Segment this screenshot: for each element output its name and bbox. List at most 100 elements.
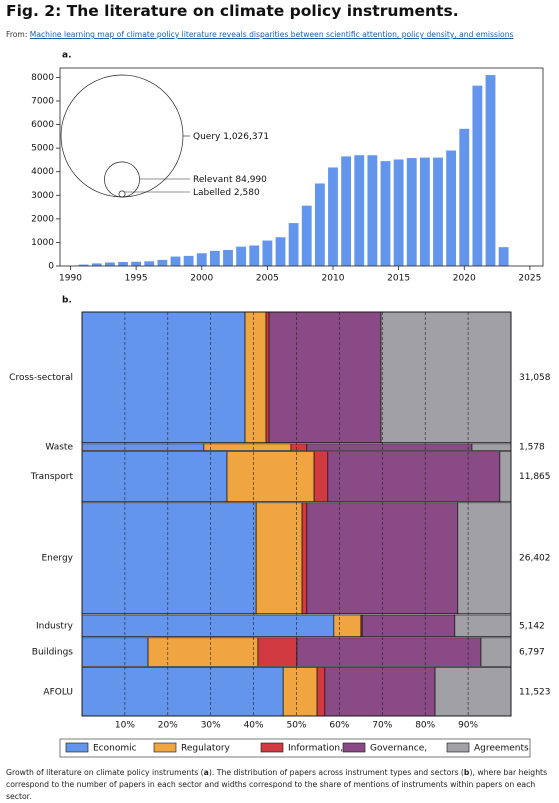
sector-label: Cross-sectoral bbox=[9, 373, 73, 383]
inset-label: Labelled 2,580 bbox=[193, 188, 260, 198]
legend-label: Economic bbox=[93, 744, 137, 754]
mekko-segment bbox=[306, 443, 473, 451]
mekko-segment bbox=[81, 667, 284, 717]
inset-name: Relevant bbox=[193, 175, 233, 185]
x-tick-label: 2005 bbox=[256, 274, 279, 284]
bar bbox=[131, 261, 142, 266]
x-tick-label: 2010 bbox=[322, 274, 345, 284]
bar bbox=[354, 155, 365, 266]
bar bbox=[433, 157, 443, 266]
bar bbox=[104, 262, 115, 266]
mekko-segment bbox=[380, 311, 512, 443]
x-tick-label: 30% bbox=[201, 721, 221, 731]
bar bbox=[406, 158, 417, 266]
x-tick-label: 80% bbox=[415, 721, 435, 731]
mekko-segment bbox=[81, 451, 228, 502]
legend-label: Governance, bbox=[370, 744, 427, 754]
mekko-segment bbox=[296, 637, 482, 667]
caption-panel-ref: a bbox=[203, 768, 209, 777]
caption-text: ), where bar heights correspond to the n… bbox=[6, 768, 548, 801]
plot-frame bbox=[59, 67, 544, 267]
y-tick-label: 7000 bbox=[31, 97, 54, 107]
source-link[interactable]: Machine learning map of climate policy l… bbox=[29, 30, 514, 39]
sector-label: Energy bbox=[41, 554, 73, 564]
mekko-segment bbox=[290, 443, 308, 451]
mekko-segment bbox=[480, 637, 512, 667]
bar bbox=[170, 256, 181, 266]
bar bbox=[118, 261, 128, 266]
mekko-segment bbox=[471, 443, 512, 451]
mekko-segment bbox=[203, 443, 292, 451]
panel-label: a. bbox=[62, 51, 72, 61]
mekko-segment bbox=[316, 667, 326, 717]
mekko-segment bbox=[147, 637, 259, 667]
bar bbox=[249, 245, 260, 266]
bar bbox=[78, 264, 89, 266]
sector-label: Buildings bbox=[32, 648, 74, 658]
figure-title: Fig. 2: The literature on climate policy… bbox=[6, 2, 459, 20]
inset-circle bbox=[118, 190, 126, 198]
legend-label: Agreements bbox=[474, 744, 529, 754]
legend-label: Information, bbox=[288, 744, 343, 754]
mekko-segment bbox=[265, 311, 270, 443]
x-tick-label: 20% bbox=[158, 721, 178, 731]
sector-label: Waste bbox=[45, 443, 73, 453]
x-tick-label: 50% bbox=[286, 721, 306, 731]
bar bbox=[288, 223, 299, 266]
sector-total: 26,402 bbox=[519, 554, 551, 564]
bar bbox=[485, 75, 496, 266]
x-tick-label: 1990 bbox=[59, 274, 82, 284]
inset-name: Query bbox=[193, 132, 221, 142]
source-line: From: Machine learning map of climate po… bbox=[6, 30, 513, 39]
inset-label: Relevant 84,990 bbox=[193, 175, 267, 185]
sector-label: Transport bbox=[30, 472, 74, 482]
sector-total: 31,058 bbox=[519, 373, 551, 383]
bar bbox=[91, 263, 102, 266]
sector-total: 11,865 bbox=[519, 472, 551, 482]
mekko-segment bbox=[327, 451, 501, 502]
mekko-segment bbox=[81, 502, 257, 615]
sector-total: 11,523 bbox=[519, 687, 551, 697]
bar bbox=[341, 156, 352, 266]
y-tick-label: 6000 bbox=[31, 120, 54, 130]
x-tick-label: 2020 bbox=[453, 274, 476, 284]
x-tick-label: 2015 bbox=[387, 274, 410, 284]
sector-total: 5,142 bbox=[519, 621, 545, 631]
bar bbox=[262, 240, 273, 266]
mekko-segment bbox=[361, 614, 456, 637]
inset-value: 84,990 bbox=[235, 175, 267, 185]
mekko-segment bbox=[333, 614, 362, 637]
bar bbox=[328, 167, 338, 266]
y-tick-label: 8000 bbox=[31, 73, 54, 83]
bar bbox=[183, 255, 194, 266]
x-tick-label: 40% bbox=[244, 721, 264, 731]
x-tick-label: 60% bbox=[329, 721, 349, 731]
sector-total: 1,578 bbox=[519, 443, 545, 453]
legend-swatch bbox=[260, 742, 284, 753]
x-tick-label: 2000 bbox=[190, 274, 213, 284]
mekko-segment bbox=[434, 667, 512, 717]
x-tick-label: 1995 bbox=[125, 274, 148, 284]
mekko-segment bbox=[301, 502, 308, 615]
y-tick-label: 5000 bbox=[31, 144, 54, 154]
mekko-segment bbox=[81, 614, 335, 637]
bar bbox=[301, 205, 312, 266]
mekko-segment bbox=[313, 451, 329, 502]
inset-name: Labelled bbox=[193, 188, 231, 198]
legend-box bbox=[59, 738, 531, 758]
caption-panel-ref: b bbox=[463, 768, 470, 777]
legend-swatch bbox=[446, 742, 470, 753]
mekko-segment bbox=[457, 502, 512, 615]
bar bbox=[209, 250, 220, 266]
inset-label: Query 1,026,371 bbox=[193, 132, 269, 142]
y-tick-label: 3000 bbox=[31, 191, 54, 201]
source-prefix: From: bbox=[6, 30, 28, 39]
x-tick-label: 70% bbox=[372, 721, 392, 731]
x-tick-label: 10% bbox=[115, 721, 135, 731]
mekko-segment bbox=[244, 311, 267, 443]
bar bbox=[446, 150, 457, 266]
panel-label: b. bbox=[62, 296, 72, 306]
mekko-segment bbox=[282, 667, 318, 717]
legend-swatch bbox=[65, 742, 89, 753]
caption-text: ). The distribution of papers across ins… bbox=[208, 768, 464, 777]
